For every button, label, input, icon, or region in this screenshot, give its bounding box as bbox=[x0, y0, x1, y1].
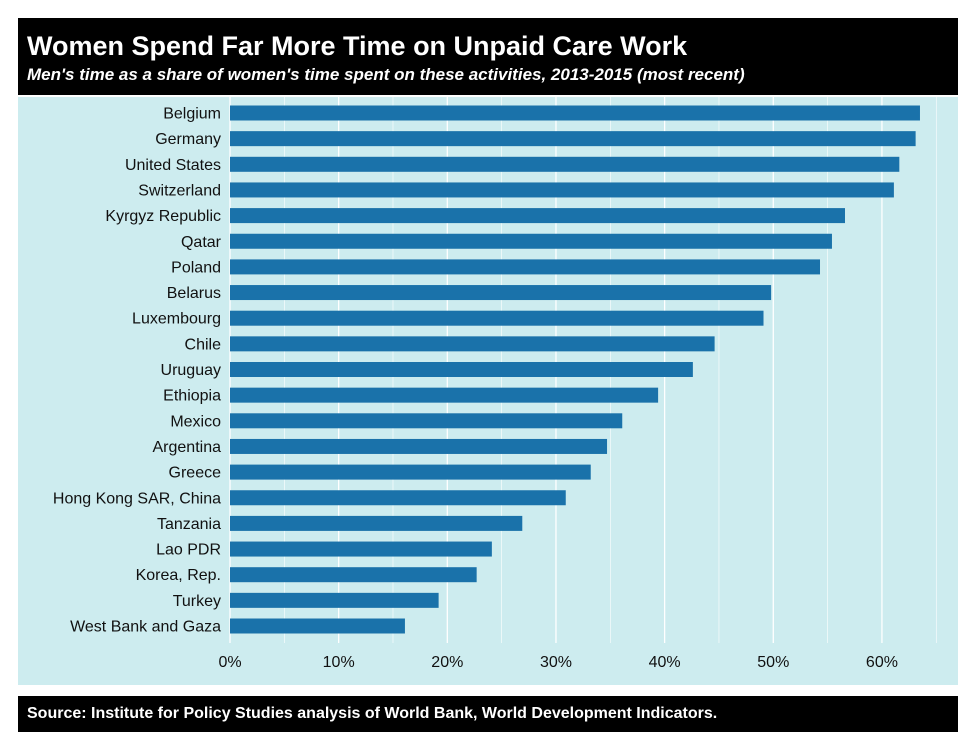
bar bbox=[230, 541, 492, 557]
category-label: Switzerland bbox=[138, 182, 221, 199]
x-tick-label: 60% bbox=[866, 654, 898, 671]
bar bbox=[230, 490, 566, 506]
category-label: United States bbox=[125, 157, 221, 174]
bar bbox=[230, 464, 591, 480]
bar bbox=[230, 567, 477, 583]
category-label: Poland bbox=[171, 259, 221, 276]
bar bbox=[230, 413, 623, 429]
bars bbox=[230, 105, 920, 634]
chart-header: Women Spend Far More Time on Unpaid Care… bbox=[18, 18, 958, 95]
category-label: Argentina bbox=[153, 439, 222, 456]
source-note: Source: Institute for Policy Studies ana… bbox=[18, 696, 958, 732]
bar bbox=[230, 438, 608, 454]
category-label: Ethiopia bbox=[163, 388, 221, 405]
x-tick-label: 40% bbox=[649, 654, 681, 671]
bar bbox=[230, 362, 693, 377]
x-axis-tick-labels: 0% 10% 20% 30% 40% 50% 60% bbox=[218, 654, 898, 671]
category-label: Uruguay bbox=[161, 362, 221, 379]
category-label: Greece bbox=[169, 465, 222, 482]
bar bbox=[230, 131, 916, 147]
category-label: Qatar bbox=[181, 234, 222, 251]
bar bbox=[230, 105, 920, 121]
bar bbox=[230, 515, 523, 531]
category-label: Tanzania bbox=[157, 516, 221, 533]
bar bbox=[230, 233, 832, 249]
x-tick-label: 50% bbox=[757, 654, 789, 671]
bar bbox=[230, 208, 845, 224]
bar bbox=[230, 618, 405, 634]
bar bbox=[230, 592, 439, 608]
bar bbox=[230, 156, 900, 172]
chart-title: Women Spend Far More Time on Unpaid Care… bbox=[27, 31, 688, 61]
category-label: Germany bbox=[155, 131, 221, 148]
chart-subtitle: Men's time as a share of women's time sp… bbox=[27, 65, 745, 84]
bar bbox=[230, 285, 772, 301]
category-label: Hong Kong SAR, China bbox=[53, 490, 221, 507]
bar-chart: Belgium Germany United States Switzerland Ky… bbox=[53, 97, 937, 671]
bar bbox=[230, 336, 715, 352]
x-tick-label: 10% bbox=[323, 654, 355, 671]
category-label: Korea, Rep. bbox=[136, 567, 221, 584]
bar bbox=[230, 310, 764, 326]
x-tick-label: 20% bbox=[431, 654, 463, 671]
bar bbox=[230, 182, 894, 198]
bar bbox=[230, 259, 821, 275]
category-label: West Bank and Gaza bbox=[70, 619, 221, 636]
category-label: Belarus bbox=[167, 285, 221, 302]
category-label: Mexico bbox=[170, 413, 221, 430]
category-label: Chile bbox=[185, 336, 222, 353]
category-label: Lao PDR bbox=[156, 542, 221, 559]
bar bbox=[230, 387, 659, 403]
plot-area: Belgium Germany United States Switzerland Ky… bbox=[18, 97, 958, 685]
category-labels: Belgium Germany United States Switzerland Ky… bbox=[53, 106, 222, 636]
category-label: Turkey bbox=[173, 593, 221, 610]
category-label: Luxembourg bbox=[132, 311, 221, 328]
category-label: Belgium bbox=[163, 106, 221, 123]
x-tick-label: 0% bbox=[218, 654, 241, 671]
category-label: Kyrgyz Republic bbox=[105, 208, 221, 225]
x-tick-label: 30% bbox=[540, 654, 572, 671]
